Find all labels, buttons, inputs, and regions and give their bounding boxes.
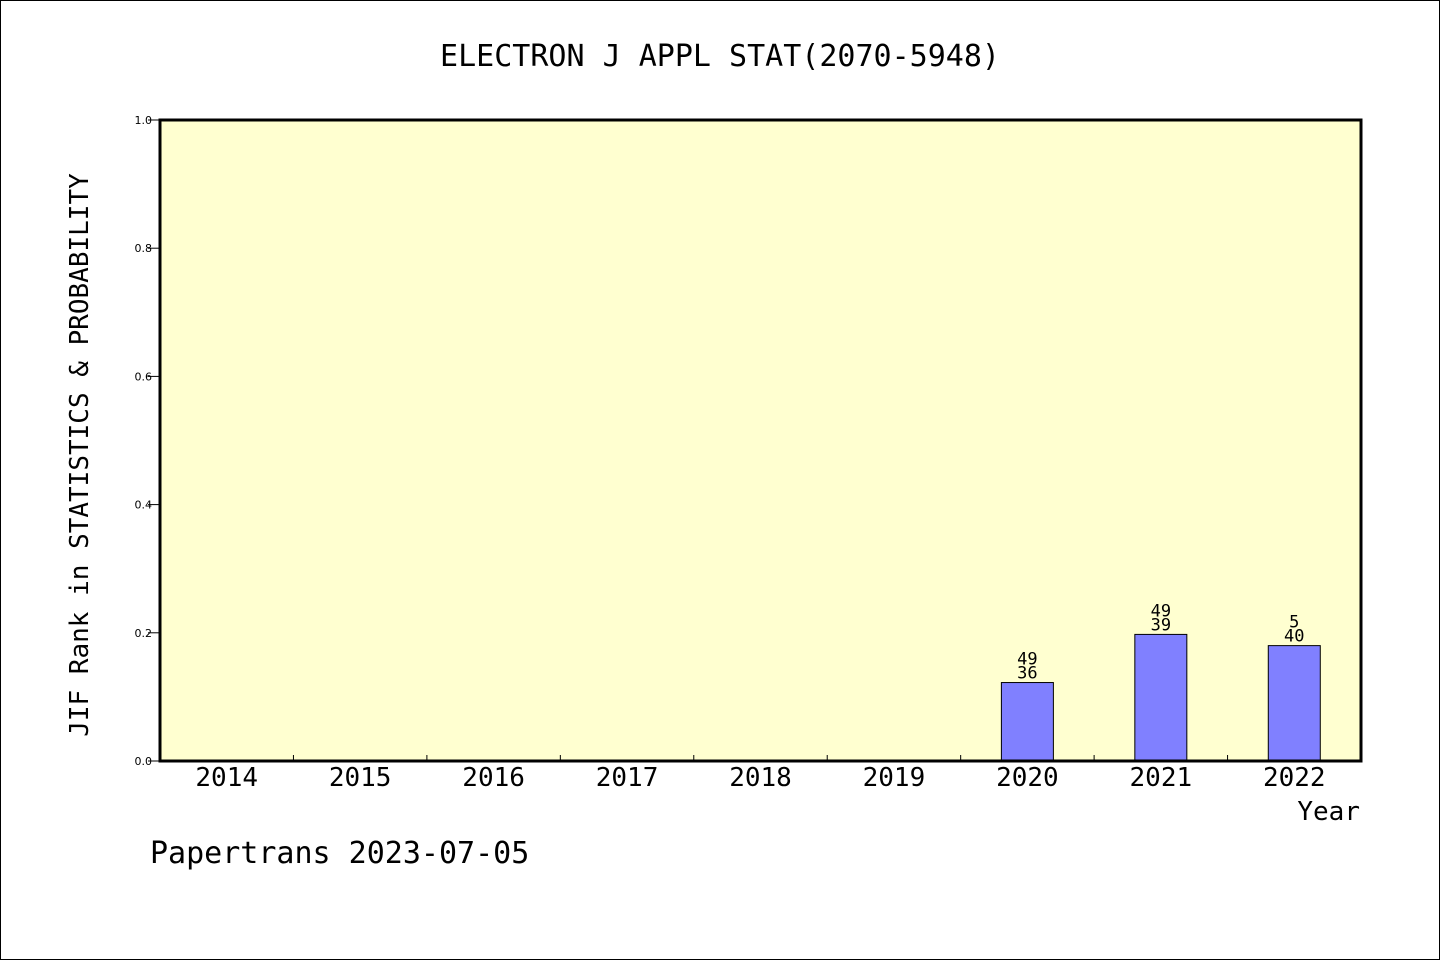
y-axis-label: JIF Rank in STATISTICS & PROBABILITY xyxy=(65,173,95,737)
x-tick-label: 2019 xyxy=(863,763,926,793)
y-tick-label: 0.4 xyxy=(135,499,153,512)
footer-credit: Papertrans 2023-07-05 xyxy=(150,836,529,871)
bar-2020 xyxy=(1000,682,1054,762)
y-axis: 0.0 0.2 0.4 0.6 0.8 1.0 xyxy=(135,114,160,768)
bar-label-bottom: 40 xyxy=(1284,627,1304,647)
bars xyxy=(1000,633,1321,762)
bar-2021 xyxy=(1134,633,1188,762)
bar-2022 xyxy=(1267,645,1321,762)
x-tick-label: 2018 xyxy=(729,763,792,793)
y-tick-label: 0.0 xyxy=(135,755,153,768)
bar-label-bottom: 39 xyxy=(1151,615,1171,635)
x-tick-label: 2021 xyxy=(1130,763,1193,793)
x-tick-label: 2020 xyxy=(996,763,1059,793)
x-tick-label: 2015 xyxy=(329,763,392,793)
bar-label-top: 49 xyxy=(1017,650,1037,670)
y-tick-label: 0.8 xyxy=(135,242,153,255)
y-tick-label: 0.2 xyxy=(135,627,153,640)
bar-label-top: 5 xyxy=(1289,613,1299,633)
x-tick-label: 2017 xyxy=(596,763,659,793)
bar-label-top: 49 xyxy=(1151,601,1171,621)
x-tick-label: 2022 xyxy=(1263,763,1326,793)
y-tick-label: 1.0 xyxy=(135,114,153,127)
chart-title: ELECTRON J APPL STAT(2070-5948) xyxy=(440,39,1000,74)
bar-label-bottom: 36 xyxy=(1017,664,1037,684)
x-tick-label: 2014 xyxy=(195,763,258,793)
x-tick-label: 2016 xyxy=(462,763,525,793)
plot-frame xyxy=(158,118,1363,763)
x-axis: 2014 2015 2016 2017 2018 2019 2020 2021 2022 xyxy=(195,755,1326,793)
x-axis-label: Year xyxy=(1297,797,1360,827)
y-tick-label: 0.6 xyxy=(135,370,153,383)
